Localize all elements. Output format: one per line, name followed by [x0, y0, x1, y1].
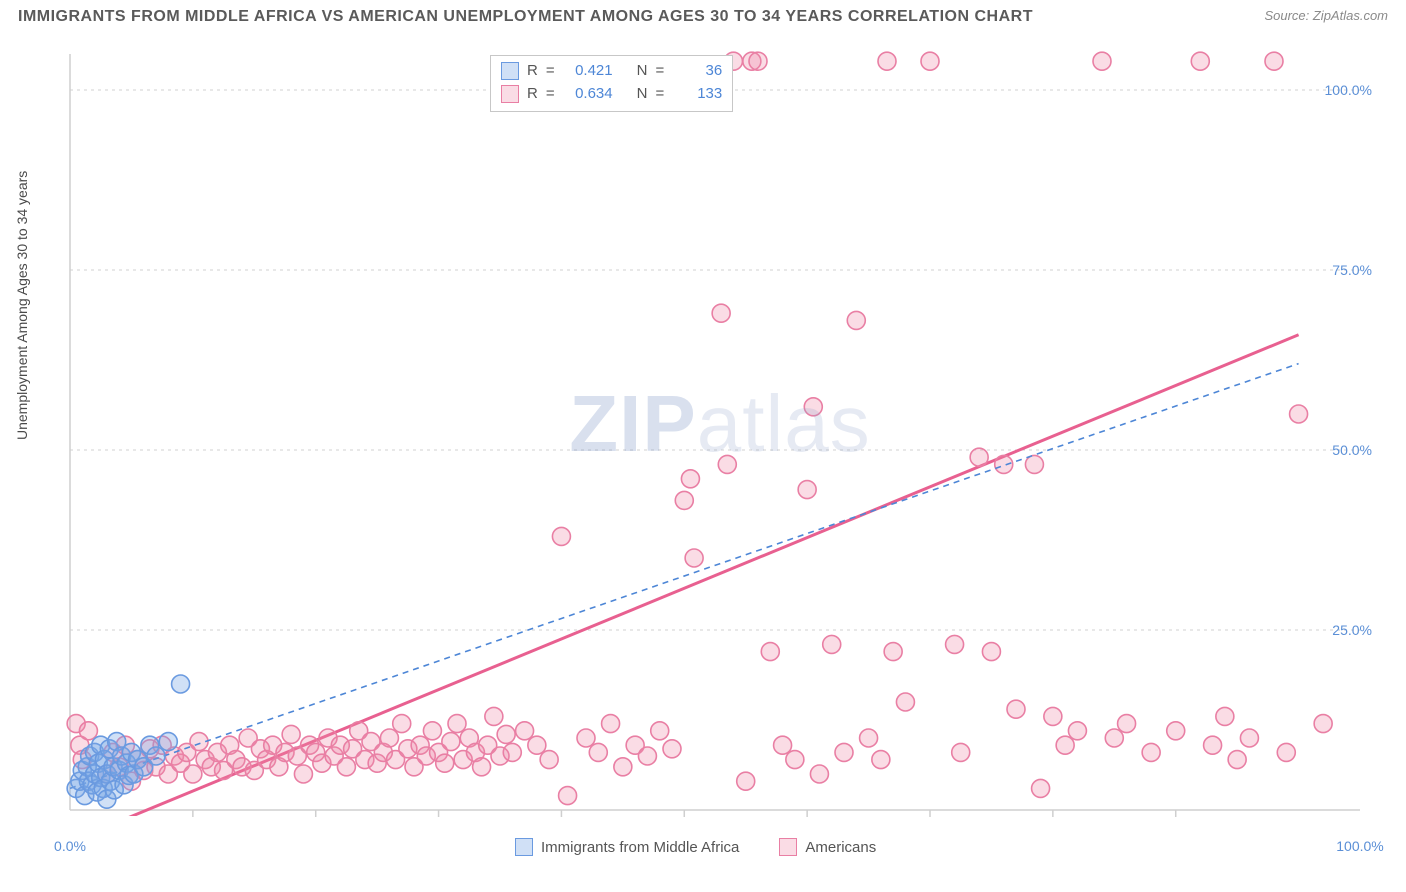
scatter-chart: ZIPatlas R = 0.421 N = 36 R = 0.634 N = … [60, 50, 1380, 830]
source-attribution: Source: ZipAtlas.com [1264, 8, 1388, 23]
legend-swatch-immigrants [501, 62, 519, 80]
legend-item-americans: Americans [779, 838, 876, 856]
y-tick-label: 25.0% [1332, 622, 1372, 638]
y-axis-label: Unemployment Among Ages 30 to 34 years [14, 171, 30, 440]
correlation-legend: R = 0.421 N = 36 R = 0.634 N = 133 [490, 55, 733, 112]
legend-label-americans: Americans [805, 839, 876, 856]
y-tick-label: 75.0% [1332, 262, 1372, 278]
legend-row-immigrants: R = 0.421 N = 36 [501, 60, 722, 83]
chart-title: IMMIGRANTS FROM MIDDLE AFRICA VS AMERICA… [18, 8, 1033, 26]
legend-row-americans: R = 0.634 N = 133 [501, 83, 722, 106]
legend-swatch-americans [501, 85, 519, 103]
legend-swatch-immigrants-icon [515, 838, 533, 856]
y-tick-label: 100.0% [1325, 82, 1372, 98]
plot-svg [60, 50, 1380, 830]
x-tick-right: 100.0% [1336, 838, 1383, 854]
y-tick-label: 50.0% [1332, 442, 1372, 458]
x-tick-left: 0.0% [54, 838, 86, 854]
legend-swatch-americans-icon [779, 838, 797, 856]
legend-label-immigrants: Immigrants from Middle Africa [541, 839, 739, 856]
legend-item-immigrants: Immigrants from Middle Africa [515, 838, 739, 856]
series-legend: Immigrants from Middle Africa Americans [515, 838, 876, 856]
